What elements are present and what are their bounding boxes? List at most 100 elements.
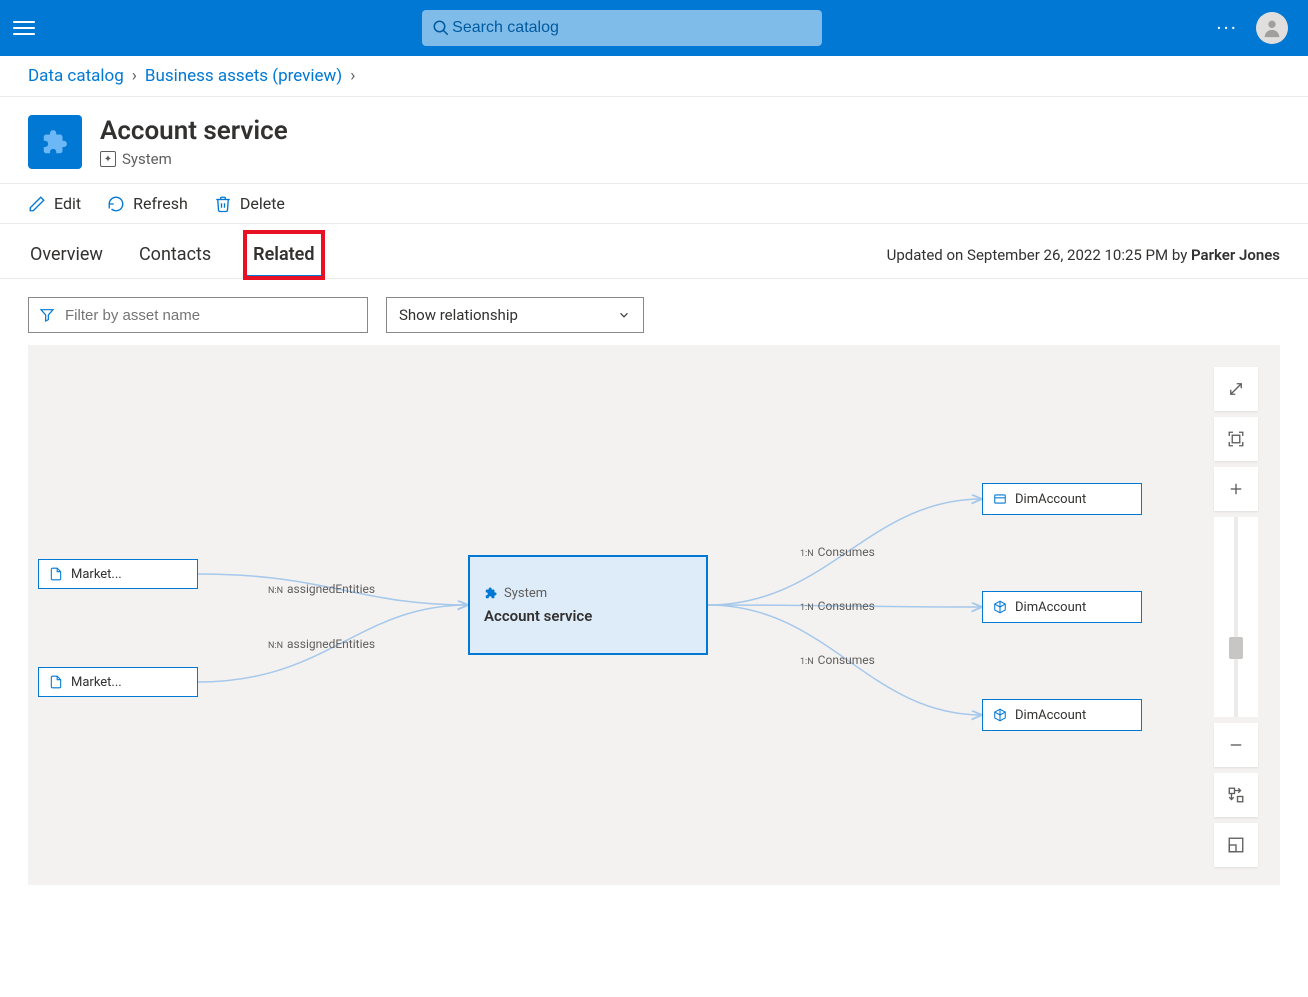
breadcrumb-link[interactable]: Data catalog [28,66,124,86]
edge-label: 1:N Consumes [800,545,875,559]
search-box[interactable] [422,10,822,46]
edit-label: Edit [54,194,81,213]
topbar: ··· [0,0,1308,56]
puzzle-icon [484,586,498,600]
edge-card: N:N [268,641,283,651]
delete-button[interactable]: Delete [214,194,285,213]
tabs: Overview Contacts Related [28,232,323,278]
graph-node-right[interactable]: DimAccount [982,699,1142,731]
updated-date: September 26, 2022 10:25 PM [967,246,1168,264]
slider-thumb[interactable] [1229,637,1243,659]
canvas-controls [1214,367,1258,867]
plus-icon [1227,480,1245,498]
zoom-slider[interactable] [1214,517,1258,717]
edge-card: 1:N [800,657,814,667]
fit-button[interactable] [1214,417,1258,461]
edge-card: 1:N [800,603,814,613]
filter-input[interactable] [63,306,357,325]
avatar[interactable] [1256,12,1288,44]
tabs-row: Overview Contacts Related Updated on Sep… [0,232,1308,279]
zoom-in-button[interactable] [1214,467,1258,511]
updated-info: Updated on September 26, 2022 10:25 PM b… [887,246,1280,264]
puzzle-icon [40,127,70,157]
file-icon [49,675,63,689]
edge-label: N:N assignedEntities [268,582,375,596]
search-input[interactable] [450,18,812,38]
layout-button[interactable] [1214,773,1258,817]
tab-contacts[interactable]: Contacts [137,232,213,278]
tab-related[interactable]: Related [245,232,322,278]
asset-type: ✦ System [100,150,288,168]
updated-author: Parker Jones [1191,246,1280,264]
tab-overview[interactable]: Overview [28,232,105,278]
graph-node-right[interactable]: DimAccount [982,591,1142,623]
updated-prefix: Updated on [887,246,967,264]
asset-type-label: System [122,150,172,168]
chevron-down-icon [617,308,631,322]
filter-input-wrap[interactable] [28,297,368,333]
action-bar: Edit Refresh Delete [0,183,1308,224]
updated-by: by [1168,246,1191,264]
graph-node-left[interactable]: Market... [38,559,198,589]
breadcrumb: Data catalog › Business assets (preview)… [0,56,1308,97]
relationship-dropdown-label: Show relationship [399,306,518,324]
edge-text: Consumes [818,653,875,667]
refresh-label: Refresh [133,194,188,213]
graph-node-label: DimAccount [1015,492,1086,507]
graph-node-label: DimAccount [1015,708,1086,723]
edit-button[interactable]: Edit [28,194,81,213]
asset-icon [28,115,82,169]
chevron-right-icon: › [350,66,355,86]
title-row: Account service ✦ System [0,97,1308,183]
hamburger-menu[interactable] [0,0,48,56]
graph-node-label: Market... [71,675,122,690]
fit-icon [1227,430,1245,448]
search-wrap [48,10,1196,46]
edge-label: 1:N Consumes [800,653,875,667]
cube-icon [993,600,1007,614]
edge-text: assignedEntities [287,582,375,596]
relationship-canvas[interactable]: Market... Market... System Account servi… [28,345,1280,885]
edit-icon [28,195,46,213]
refresh-button[interactable]: Refresh [107,194,188,213]
hamburger-icon [13,21,35,35]
minus-icon [1227,736,1245,754]
chevron-right-icon: › [132,66,137,86]
delete-icon [214,195,232,213]
search-icon [432,19,450,37]
person-icon [1261,17,1283,39]
edge-text: Consumes [818,545,875,559]
expand-button[interactable] [1214,367,1258,411]
edge-text: assignedEntities [287,637,375,651]
zoom-out-button[interactable] [1214,723,1258,767]
table-icon [993,492,1007,506]
relationship-dropdown[interactable]: Show relationship [386,297,644,333]
system-type-icon: ✦ [100,151,116,167]
cube-icon [993,708,1007,722]
graph-node-right[interactable]: DimAccount [982,483,1142,515]
layout-icon [1227,786,1245,804]
edge-label: N:N assignedEntities [268,637,375,651]
delete-label: Delete [240,194,285,213]
more-icon[interactable]: ··· [1216,16,1238,40]
edge-label: 1:N Consumes [800,599,875,613]
graph-node-label: DimAccount [1015,600,1086,615]
filter-row: Show relationship [0,279,1308,345]
edge-card: 1:N [800,549,814,559]
filter-icon [39,307,55,323]
breadcrumb-link[interactable]: Business assets (preview) [145,66,342,86]
minimap-icon [1227,836,1245,854]
graph-node-center[interactable]: System Account service [468,555,708,655]
graph-node-left[interactable]: Market... [38,667,198,697]
minimap-button[interactable] [1214,823,1258,867]
edge-card: N:N [268,586,283,596]
refresh-icon [107,195,125,213]
topbar-right: ··· [1196,12,1308,44]
edge-text: Consumes [818,599,875,613]
graph-node-label: Market... [71,567,122,582]
center-node-type-label: System [504,586,547,601]
expand-icon [1227,380,1245,398]
center-node-name: Account service [484,607,592,625]
center-node-type: System [484,586,547,601]
title-text: Account service ✦ System [100,116,288,168]
